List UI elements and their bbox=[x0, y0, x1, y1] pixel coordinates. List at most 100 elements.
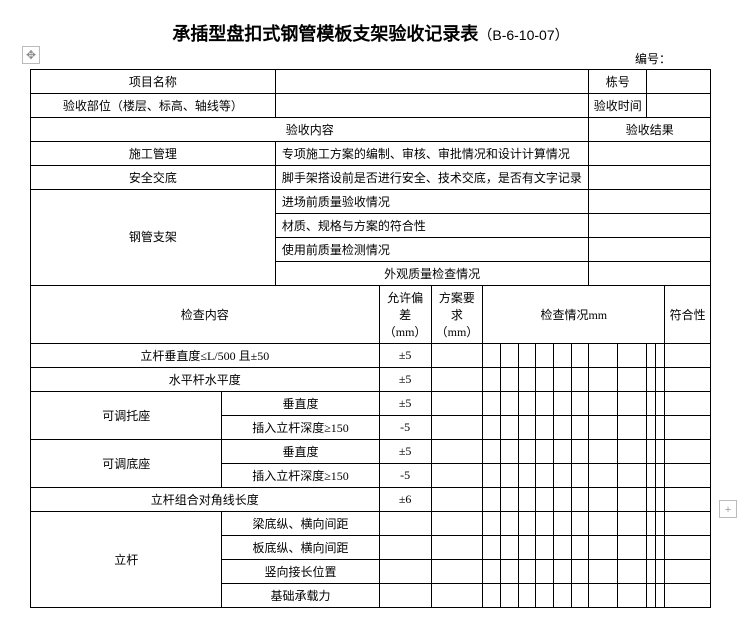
cell bbox=[500, 584, 518, 608]
cell bbox=[483, 416, 501, 440]
grp3-label: 立杆 bbox=[31, 512, 222, 608]
cell bbox=[379, 584, 431, 608]
cell bbox=[571, 512, 589, 536]
cell bbox=[536, 536, 554, 560]
s1-r2-label: 安全交底 bbox=[31, 166, 276, 190]
cell bbox=[483, 488, 501, 512]
cell bbox=[665, 536, 711, 560]
cell bbox=[431, 488, 483, 512]
cell bbox=[483, 440, 501, 464]
cell bbox=[656, 392, 665, 416]
col-check: 检查内容 bbox=[31, 286, 380, 344]
diag-label: 立杆组合对角线长度 bbox=[31, 488, 380, 512]
location-label: 验收部位（楼层、标高、轴线等） bbox=[31, 94, 276, 118]
table-row: 项目名称 栋号 bbox=[31, 70, 711, 94]
grp3-r1: 梁底纵、横向间距 bbox=[222, 512, 379, 536]
cell bbox=[665, 560, 711, 584]
cell bbox=[536, 440, 554, 464]
grp1-r1-tol: ±5 bbox=[379, 392, 431, 416]
cell bbox=[618, 440, 647, 464]
cell bbox=[571, 464, 589, 488]
table-row: 施工管理 专项施工方案的编制、审核、审批情况和设计计算情况 bbox=[31, 142, 711, 166]
cell bbox=[618, 416, 647, 440]
grp3-r4: 基础承载力 bbox=[222, 584, 379, 608]
grp3-r2: 板底纵、横向间距 bbox=[222, 536, 379, 560]
cell bbox=[431, 368, 483, 392]
cell bbox=[431, 536, 483, 560]
cell bbox=[656, 368, 665, 392]
serial-label: 编号： bbox=[30, 50, 711, 67]
s1-g2: 材质、规格与方案的符合性 bbox=[275, 214, 589, 238]
grp2-r1-tol: ±5 bbox=[379, 440, 431, 464]
content-header: 验收内容 bbox=[31, 118, 589, 142]
cell bbox=[571, 368, 589, 392]
cell bbox=[518, 416, 536, 440]
page-title: 承插型盘扣式钢管模板支架验收记录表（B-6-10-07） bbox=[30, 20, 711, 46]
cell bbox=[647, 392, 656, 416]
table-row: 立杆组合对角线长度 ±6 bbox=[31, 488, 711, 512]
cell bbox=[536, 416, 554, 440]
building-label: 栋号 bbox=[589, 70, 647, 94]
cell bbox=[500, 560, 518, 584]
cell bbox=[656, 344, 665, 368]
time-value bbox=[647, 94, 711, 118]
title-main: 承插型盘扣式钢管模板支架验收记录表 bbox=[172, 24, 478, 44]
cell bbox=[571, 392, 589, 416]
col-conf: 符合性 bbox=[665, 286, 711, 344]
cell bbox=[589, 344, 618, 368]
cell bbox=[589, 464, 618, 488]
grp1-r1-label: 垂直度 bbox=[222, 392, 379, 416]
table-row: 可调托座 垂直度 ±5 bbox=[31, 392, 711, 416]
s1-g1: 进场前质量验收情况 bbox=[275, 190, 589, 214]
cell bbox=[536, 584, 554, 608]
cell bbox=[665, 344, 711, 368]
table-row: 水平杆水平度 ±5 bbox=[31, 368, 711, 392]
cell bbox=[571, 488, 589, 512]
cell bbox=[518, 488, 536, 512]
title-code: （B-6-10-07） bbox=[478, 27, 568, 43]
s2-row-tol: ±5 bbox=[379, 368, 431, 392]
grp1-r2-tol: -5 bbox=[379, 416, 431, 440]
cell bbox=[647, 536, 656, 560]
cell bbox=[536, 560, 554, 584]
cell bbox=[500, 512, 518, 536]
cell bbox=[589, 512, 618, 536]
col-cond: 检查情况mm bbox=[483, 286, 665, 344]
cell bbox=[518, 464, 536, 488]
cell bbox=[647, 512, 656, 536]
cell bbox=[665, 464, 711, 488]
s1-g3: 使用前质量检测情况 bbox=[275, 238, 589, 262]
project-value bbox=[275, 70, 589, 94]
cell bbox=[589, 584, 618, 608]
col-req: 方案要求（mm） bbox=[431, 286, 483, 344]
cell bbox=[589, 190, 711, 214]
result-header: 验收结果 bbox=[589, 118, 711, 142]
cell bbox=[656, 584, 665, 608]
grp2-r1-label: 垂直度 bbox=[222, 440, 379, 464]
cell bbox=[553, 488, 571, 512]
cell bbox=[589, 392, 618, 416]
table-row: 钢管支架 进场前质量验收情况 bbox=[31, 190, 711, 214]
cell bbox=[647, 560, 656, 584]
cell bbox=[518, 536, 536, 560]
cell bbox=[431, 560, 483, 584]
cell bbox=[647, 488, 656, 512]
s2-row-tol: ±5 bbox=[379, 344, 431, 368]
table-row: 检查内容 允许偏差（mm） 方案要求（mm） 检查情况mm 符合性 bbox=[31, 286, 711, 344]
cell bbox=[553, 344, 571, 368]
cell bbox=[589, 238, 711, 262]
cell bbox=[571, 416, 589, 440]
cell bbox=[589, 440, 618, 464]
cell bbox=[618, 512, 647, 536]
cell bbox=[618, 344, 647, 368]
s2-row-label: 水平杆水平度 bbox=[31, 368, 380, 392]
s1-group-label: 钢管支架 bbox=[31, 190, 276, 286]
table-row: 安全交底 脚手架搭设前是否进行安全、技术交底，是否有文字记录 bbox=[31, 166, 711, 190]
cell bbox=[483, 344, 501, 368]
time-label: 验收时间 bbox=[589, 94, 647, 118]
cell bbox=[379, 512, 431, 536]
diag-tol: ±6 bbox=[379, 488, 431, 512]
cell bbox=[431, 416, 483, 440]
cell bbox=[483, 560, 501, 584]
cell bbox=[553, 416, 571, 440]
